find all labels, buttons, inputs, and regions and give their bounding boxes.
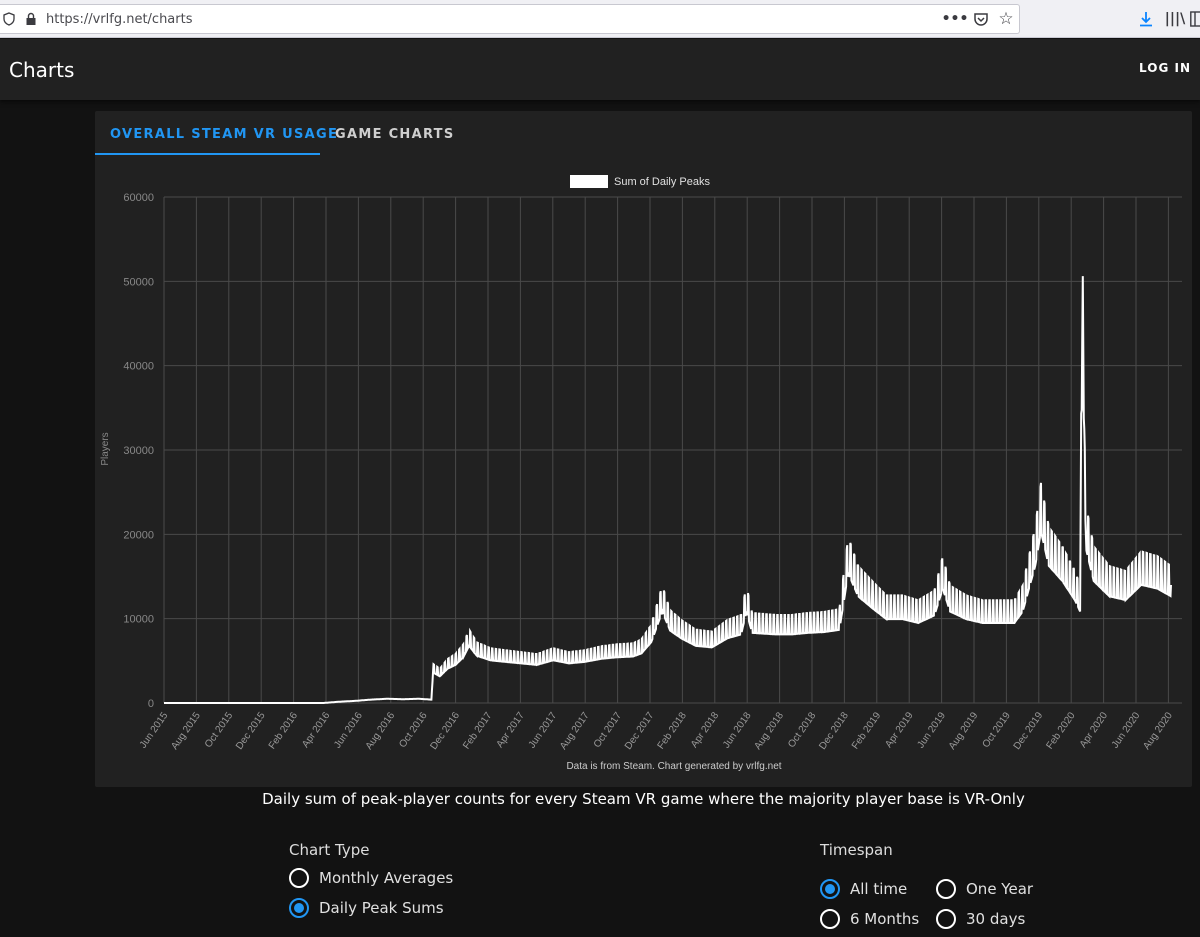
y-tick-label: 0	[148, 698, 154, 710]
x-tick-label: Feb 2019	[850, 710, 883, 751]
library-icon[interactable]: |||\	[1164, 11, 1186, 27]
x-tick-label: Aug 2020	[1141, 710, 1175, 752]
radio-daily-peak-sums[interactable]: Daily Peak Sums	[289, 898, 444, 918]
chart-type-title: Chart Type	[289, 841, 370, 859]
x-tick-label: Dec 2018	[817, 710, 851, 752]
x-tick-label: Apr 2019	[883, 710, 916, 750]
radio-label: All time	[850, 880, 908, 898]
browser-toolbar: https://vrlfg.net/charts ••• ☆ |||\	[0, 0, 1200, 38]
tab-game-charts[interactable]: GAME CHARTS	[335, 127, 455, 142]
y-tick-label: 20000	[123, 529, 154, 541]
x-tick-label: Oct 2015	[203, 710, 236, 750]
x-tick-label: Apr 2018	[689, 710, 722, 750]
x-tick-label: Apr 2017	[495, 710, 528, 750]
radio-label: One Year	[966, 880, 1034, 898]
x-tick-label: Aug 2017	[558, 710, 592, 752]
chart-footer: Data is from Steam. Chart generated by v…	[566, 761, 781, 772]
radio-monthly-averages[interactable]: Monthly Averages	[289, 868, 453, 888]
radio-30-days[interactable]: 30 days	[936, 909, 1025, 929]
lock-icon[interactable]	[24, 11, 38, 27]
x-tick-label: Aug 2019	[947, 710, 981, 752]
x-tick-label: Dec 2017	[623, 710, 657, 752]
y-axis-ticks: 0 10000 20000 30000 40000 50000 60000	[123, 192, 154, 710]
y-axis-label: Players	[100, 432, 111, 465]
x-tick-label: Jun 2019	[915, 710, 948, 750]
app-title: Charts	[9, 58, 75, 82]
y-tick-label: 10000	[123, 614, 154, 626]
x-tick-label: Jun 2018	[721, 710, 754, 750]
x-tick-label: Oct 2019	[981, 710, 1014, 750]
radio-circle[interactable]	[936, 909, 956, 929]
address-bar[interactable]: https://vrlfg.net/charts ••• ☆	[0, 4, 1020, 34]
x-tick-label: Aug 2018	[752, 710, 786, 752]
legend-swatch[interactable]	[570, 175, 608, 188]
radio-all-time[interactable]: All time	[820, 879, 907, 899]
x-tick-label: Feb 2017	[461, 710, 494, 751]
more-icon[interactable]: •••	[941, 11, 969, 27]
x-tick-label: Dec 2015	[234, 710, 268, 752]
radio-circle[interactable]	[289, 898, 309, 918]
star-icon[interactable]: ☆	[998, 9, 1014, 29]
x-tick-label: Jun 2017	[527, 710, 560, 750]
x-tick-label: Apr 2016	[300, 710, 333, 750]
y-tick-label: 40000	[123, 361, 154, 373]
legend-label[interactable]: Sum of Daily Peaks	[614, 176, 710, 188]
radio-label: 30 days	[966, 910, 1026, 928]
login-button[interactable]: LOG IN	[1139, 61, 1191, 75]
x-tick-label: Apr 2020	[1078, 710, 1111, 750]
players-chart: 0 10000 20000 30000 40000 50000 60000 Jun 2015…	[100, 175, 1182, 772]
url-text[interactable]: https://vrlfg.net/charts	[46, 12, 193, 27]
timespan-title: Timespan	[820, 841, 893, 859]
y-tick-label: 30000	[123, 445, 154, 457]
x-tick-label: Oct 2016	[397, 710, 430, 750]
series-line-sum-of-daily-peaks	[164, 276, 1172, 704]
radio-circle[interactable]	[289, 868, 309, 888]
radio-circle[interactable]	[936, 879, 956, 899]
download-icon[interactable]	[1137, 9, 1155, 29]
active-tab-indicator	[95, 153, 320, 155]
radio-6-months[interactable]: 6 Months	[820, 909, 919, 929]
x-tick-label: Dec 2019	[1012, 710, 1046, 752]
radio-one-year[interactable]: One Year	[936, 879, 1033, 899]
x-tick-label: Feb 2020	[1044, 710, 1077, 751]
x-tick-label: Aug 2015	[169, 710, 203, 752]
x-tick-label: Feb 2016	[267, 710, 300, 751]
x-tick-label: Feb 2018	[656, 710, 689, 751]
chart-card: OVERALL STEAM VR USAGE GAME CHARTS 0 1000…	[95, 111, 1192, 787]
pocket-icon[interactable]	[972, 10, 990, 28]
tab-overall-steam-vr-usage[interactable]: OVERALL STEAM VR USAGE	[110, 127, 339, 142]
radio-label: Monthly Averages	[319, 869, 454, 887]
chart-description: Daily sum of peak-player counts for ever…	[262, 790, 1025, 808]
radio-circle[interactable]	[820, 879, 840, 899]
x-tick-label: Jun 2016	[332, 710, 365, 750]
app-bar: Charts LOG IN	[0, 39, 1200, 100]
y-tick-label: 50000	[123, 276, 154, 288]
x-tick-label: Aug 2016	[364, 710, 398, 752]
chart-grid	[163, 196, 1182, 704]
radio-circle[interactable]	[820, 909, 840, 929]
sidebar-icon[interactable]	[1190, 9, 1200, 29]
x-tick-label: Jun 2020	[1110, 710, 1143, 750]
radio-label: Daily Peak Sums	[319, 899, 444, 917]
x-tick-label: Dec 2016	[428, 710, 462, 752]
x-tick-label: Jun 2015	[138, 710, 171, 750]
shield-icon[interactable]	[2, 11, 16, 27]
x-tick-label: Oct 2018	[786, 710, 819, 750]
radio-label: 6 Months	[850, 910, 920, 928]
y-tick-label: 60000	[123, 192, 154, 204]
x-tick-label: Oct 2017	[592, 710, 625, 750]
